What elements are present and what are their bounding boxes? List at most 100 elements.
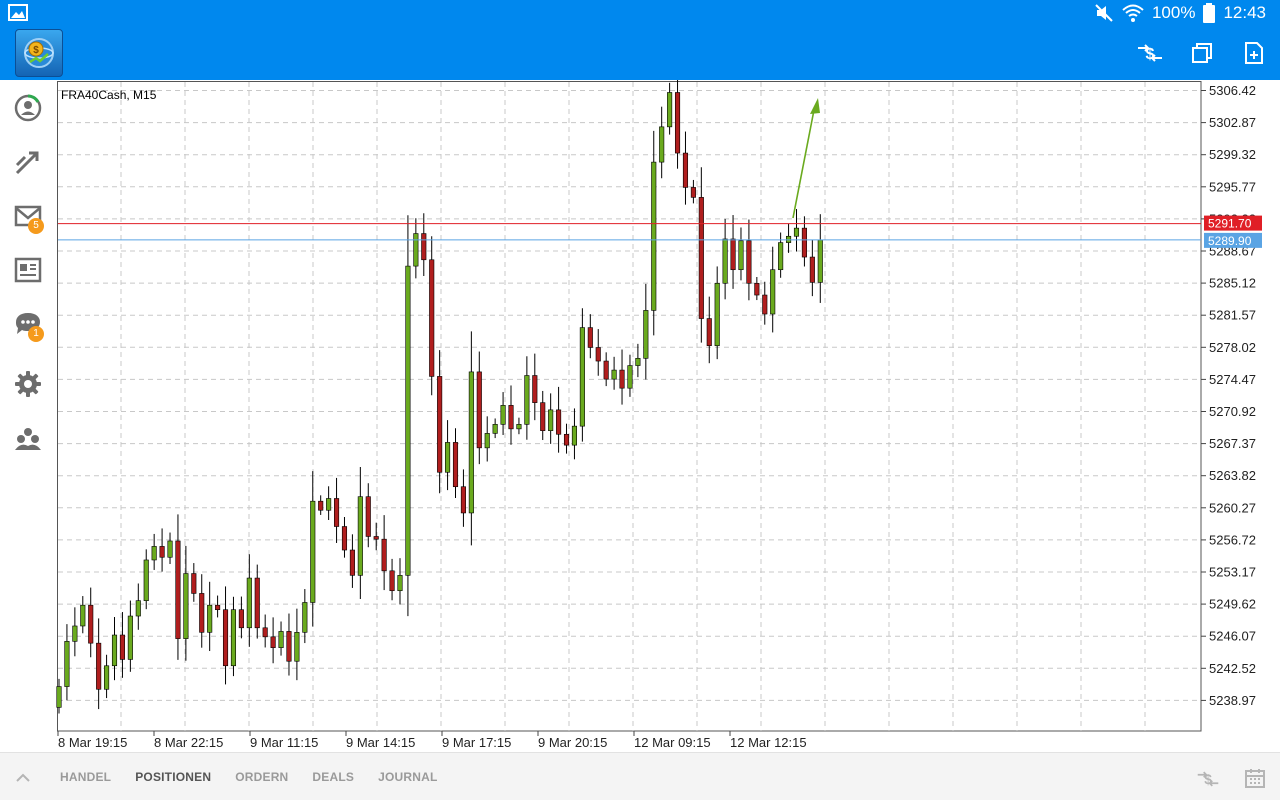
tab-handel[interactable]: HANDEL [60,770,112,784]
bid-price-label: 5289.90 [1208,234,1252,248]
candle-body [183,573,189,639]
candle-body [571,425,578,446]
candle-body [698,197,704,319]
candle-body [801,227,807,258]
candle-body [127,615,133,660]
candle-body [175,540,181,639]
candle-body [191,573,197,594]
mail-badge: 5 [28,218,44,234]
candle-body [754,282,760,296]
wifi-icon [1122,4,1144,22]
mute-icon [1095,4,1113,22]
candle-body [516,424,522,430]
candle-body [563,433,570,446]
candle-body [341,526,348,551]
account-icon [14,94,42,122]
gallery-notification-icon [8,4,28,21]
price-axis-label: 5270.92 [1209,404,1256,419]
sidebar-item-settings[interactable] [10,366,46,402]
new-order-button[interactable] [1238,37,1270,69]
candle-body [373,536,379,540]
candle-body [817,239,823,283]
candle-body [421,233,427,261]
candle-body [643,310,649,359]
tab-deals[interactable]: DEALS [312,770,355,784]
price-axis-label: 5246.07 [1209,629,1256,644]
trade-icon: $ [1138,44,1162,63]
candle-body [595,347,601,362]
candle-body [722,238,728,284]
chart-canvas[interactable]: 5306.425302.875299.325295.775292.225288.… [56,80,1280,752]
trade-icon[interactable]: $ [1196,767,1220,791]
candle-body [111,634,118,667]
candle-body [532,375,538,403]
community-icon [15,428,41,450]
sidebar-item-chat[interactable]: 1 [10,306,46,342]
candle-body [405,265,411,576]
candle-body [603,360,609,380]
candle-body [215,604,221,611]
sidebar-item-mail[interactable]: 5 [10,198,46,234]
candle-body [659,126,665,163]
trade-button[interactable]: $ [1134,37,1166,69]
candle-body [437,376,443,473]
bottom-toolbar: HANDEL POSITIONEN ORDERN DEALS JOURNAL $ [0,752,1280,800]
candle-body [143,559,149,601]
candle-body [651,161,657,311]
price-axis-label: 5249.62 [1209,597,1256,612]
candle-body [389,570,395,592]
time-axis-label: 9 Mar 14:15 [346,735,415,750]
candle-body [286,631,292,662]
candle-body [579,327,585,427]
tab-journal[interactable]: JOURNAL [378,770,438,784]
candle-body [222,609,229,667]
time-axis-label: 9 Mar 11:15 [250,735,318,750]
candle-body [333,498,340,527]
price-axis-label: 5263.82 [1209,468,1256,483]
sidebar-item-trade[interactable] [10,144,46,180]
status-bar: 100% 12:43 [0,0,1280,26]
candle-body [262,627,268,638]
time-axis-label: 8 Mar 22:15 [154,735,223,750]
time-axis-label: 12 Mar 12:15 [730,735,807,750]
candle-body [294,632,300,662]
candle-body [770,269,776,315]
price-chart[interactable]: 5306.425302.875299.325295.775292.225288.… [56,80,1280,752]
candle-body [64,641,70,687]
windows-button[interactable] [1186,37,1218,69]
candle-body [587,327,593,348]
price-axis-label: 5256.72 [1209,532,1256,547]
sidebar-item-quotes[interactable] [10,90,46,126]
candle-body [738,240,744,271]
ask-price-label: 5291.70 [1208,217,1252,231]
candle-body [413,233,419,267]
price-axis-label: 5306.42 [1209,83,1256,98]
price-axis-label: 5267.37 [1209,436,1256,451]
window-icon [1192,43,1212,63]
candle-body [674,92,681,154]
sidebar-item-news[interactable] [10,252,46,288]
candle-body [72,625,78,642]
price-axis-label: 5253.17 [1209,565,1256,580]
calendar-icon[interactable] [1244,767,1266,789]
battery-percent: 100% [1151,3,1196,22]
time-axis-label: 8 Mar 19:15 [58,735,127,750]
candle-body [357,496,363,576]
tab-ordern[interactable]: ORDERN [235,770,289,784]
candle-body [793,227,800,237]
svg-text:$: $ [1146,46,1155,63]
candle-body [627,365,633,389]
price-axis-label: 5281.57 [1209,308,1256,323]
sidebar-item-community[interactable] [10,420,46,456]
candle-body [611,369,617,380]
candle-body [238,609,244,629]
tab-positionen[interactable]: POSITIONEN [135,770,212,784]
chevron-up-icon[interactable] [12,767,34,789]
candle-body [254,577,260,629]
bid-price-tag [1204,232,1262,248]
candle-body [778,242,784,271]
candle-body [508,405,514,430]
app-logo-icon[interactable]: $ [15,29,63,77]
candle-body [167,540,173,558]
bottom-tabs: HANDEL POSITIONEN ORDERN DEALS JOURNAL [48,753,450,801]
